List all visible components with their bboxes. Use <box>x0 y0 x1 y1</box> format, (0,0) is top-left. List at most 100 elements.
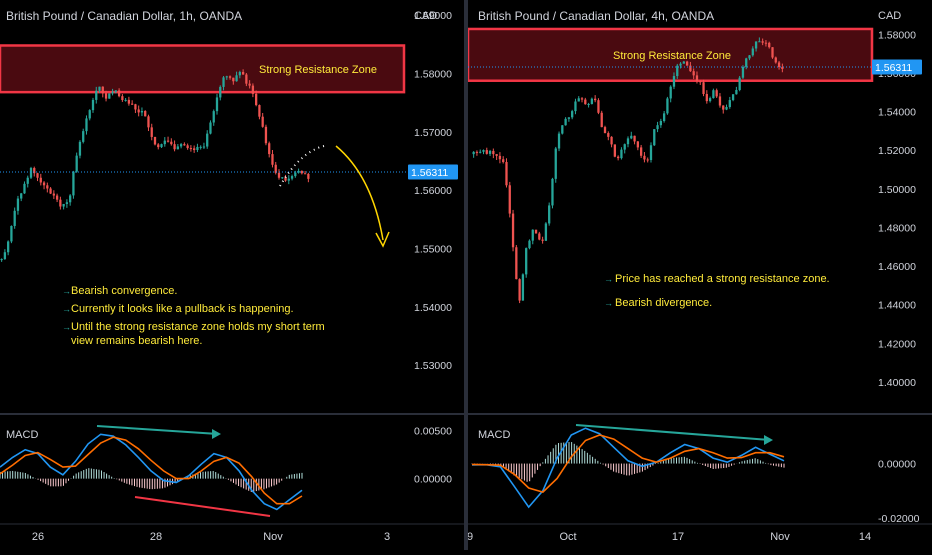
candle-body <box>508 185 511 214</box>
candle-body <box>781 67 784 70</box>
price-tick-label: 1.58000 <box>878 29 916 41</box>
price-axis[interactable]: 1.59000 1.58000 1.57000 1.56000 1.55000 1.540… <box>414 10 452 372</box>
candle-body <box>574 101 577 112</box>
candle-body <box>754 41 758 49</box>
time-tick-label: 3 <box>384 531 390 543</box>
candle-body <box>587 103 590 105</box>
candle-body <box>36 173 39 178</box>
candle-body <box>515 247 518 280</box>
candle-body <box>13 210 16 226</box>
candle-body <box>741 66 745 78</box>
candle-body <box>761 41 764 43</box>
candle-body <box>23 183 26 194</box>
resistance-zone[interactable] <box>466 27 874 82</box>
macd-divergence-line <box>575 424 771 441</box>
candle-body <box>745 58 748 67</box>
candle-body <box>95 90 98 100</box>
candle-body <box>10 225 13 242</box>
candle-body <box>735 89 738 95</box>
candle-body <box>206 133 209 147</box>
candle-body <box>59 199 62 207</box>
candle-body <box>768 42 771 48</box>
candle-body <box>78 141 82 156</box>
candle-body <box>228 76 232 78</box>
candle-body <box>232 77 235 82</box>
forecast-arrow <box>335 145 384 241</box>
right-chart-svg[interactable]: Strong Resistance Zone → Price has reach… <box>466 0 932 550</box>
candle-body <box>55 195 59 200</box>
macd-label: MACD <box>6 429 38 441</box>
price-tick-label: 1.48000 <box>878 222 916 234</box>
candle-body <box>676 65 679 77</box>
candle-body <box>525 248 528 275</box>
macd-signal-line <box>0 436 303 505</box>
macd-indicator <box>0 433 303 511</box>
candle-body <box>166 140 170 142</box>
candle-body <box>528 240 531 249</box>
pane-divider[interactable] <box>464 0 468 550</box>
right-chart-pane[interactable]: Strong Resistance Zone → Price has reach… <box>466 0 932 550</box>
time-tick-label: Oct <box>559 531 576 543</box>
candle-body <box>567 117 571 119</box>
time-tick-label: 17 <box>672 531 684 543</box>
candle-body <box>160 144 163 148</box>
time-axis[interactable]: 26 28 Nov 3 <box>32 531 390 543</box>
annotation-arrow-icon: → <box>62 322 71 332</box>
candle-body <box>104 93 108 99</box>
candle-body <box>196 146 199 151</box>
candle-body <box>271 154 274 165</box>
candle-body <box>679 63 682 66</box>
candle-body <box>7 241 10 253</box>
candle-body <box>307 173 310 179</box>
macd-tick-label: 0.00000 <box>878 459 916 471</box>
candle-body <box>649 145 653 161</box>
candle-body <box>131 103 134 105</box>
candle-body <box>502 159 505 163</box>
resistance-zone[interactable] <box>0 44 406 94</box>
candle-body <box>0 259 3 261</box>
candle-body <box>26 177 29 184</box>
candle-body <box>590 98 594 104</box>
candle-body <box>751 48 754 56</box>
currency-label: CAD <box>414 10 437 22</box>
candle-body <box>577 98 580 102</box>
candle-body <box>544 223 548 241</box>
left-chart-pane[interactable]: Strong Resistance Zone → Bearish converg… <box>0 0 464 550</box>
macd-tick-label: 0.00000 <box>414 474 452 486</box>
candle-body <box>659 120 662 126</box>
candle-body <box>108 93 111 99</box>
macd-axis[interactable]: 0.00500 0.00000 <box>414 425 452 485</box>
macd-line <box>471 427 785 509</box>
candle-body <box>646 159 649 161</box>
annotation-item: Until the strong resistance zone holds m… <box>71 321 328 347</box>
time-tick-label: 14 <box>859 531 871 543</box>
candle-body <box>731 94 735 101</box>
candle-body <box>127 99 131 104</box>
candle-body <box>597 100 600 113</box>
candle-body <box>144 110 147 117</box>
candle-body <box>3 252 7 260</box>
price-axis[interactable]: 1.580001.560001.540001.520001.500001.480… <box>878 29 916 389</box>
macd-axis[interactable]: 0.00000 -0.02000 <box>878 459 920 525</box>
price-tick-label: 1.55000 <box>414 243 452 255</box>
macd-line <box>0 433 303 511</box>
candle-body <box>114 90 117 92</box>
candle-body <box>748 55 751 59</box>
candle-body <box>46 185 49 189</box>
price-tick-label: 1.53000 <box>414 360 452 372</box>
candle-body <box>85 118 88 132</box>
candle-body <box>571 111 574 118</box>
candle-body <box>294 172 297 177</box>
candle-body <box>193 148 196 151</box>
candle-body <box>639 147 643 156</box>
candle-body <box>538 233 541 240</box>
left-chart-svg[interactable]: Strong Resistance Zone → Bearish converg… <box>0 0 464 550</box>
candle-body <box>689 65 692 72</box>
macd-divergence-arrow-top <box>212 429 221 439</box>
candle-body <box>179 144 183 147</box>
time-tick-label: 26 <box>32 531 44 543</box>
candle-body <box>695 75 699 82</box>
time-axis[interactable]: 9 Oct 17 Nov 14 <box>467 531 871 543</box>
candle-body <box>170 141 173 145</box>
candle-body <box>518 279 521 301</box>
